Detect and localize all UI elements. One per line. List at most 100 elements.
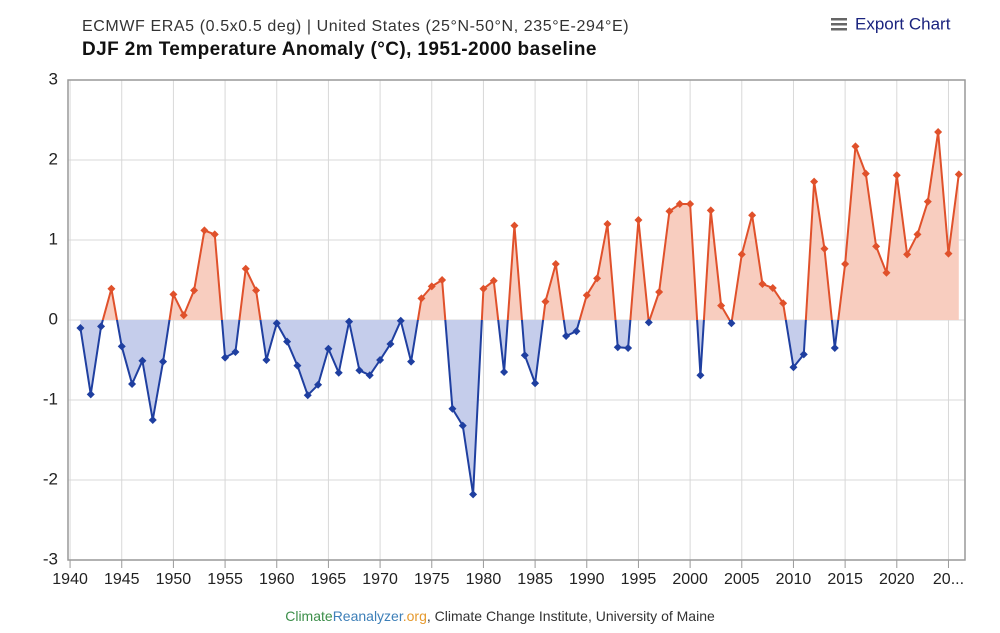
point (934, 128, 943, 136)
x-tick-label: 20... (933, 571, 964, 588)
point (159, 357, 168, 366)
point (737, 250, 746, 259)
x-tick-label: 1970 (362, 571, 398, 588)
point (717, 301, 726, 310)
point (624, 344, 633, 352)
point (706, 206, 715, 215)
point (231, 348, 240, 356)
export-button[interactable]: Export Chart (831, 14, 951, 33)
point (148, 416, 157, 424)
point (551, 260, 560, 268)
point (427, 282, 436, 291)
point (944, 249, 953, 258)
point (582, 291, 591, 300)
x-tick-label: 1945 (104, 571, 140, 588)
x-tick-label: 2015 (827, 571, 863, 588)
point (252, 286, 261, 295)
point (531, 379, 540, 388)
point (221, 353, 230, 362)
point (314, 380, 323, 389)
point (562, 332, 571, 340)
point (334, 368, 343, 377)
x-tick-label: 1960 (259, 571, 295, 588)
point (841, 260, 850, 268)
export-label[interactable]: Export Chart (855, 14, 951, 33)
point (541, 297, 550, 306)
x-tick-label: 2005 (724, 571, 760, 588)
point (241, 264, 250, 273)
x-tick-label: 2000 (672, 571, 708, 588)
point (634, 216, 643, 224)
area-negative (80, 320, 959, 495)
point (469, 490, 478, 499)
point (117, 342, 126, 351)
x-tick-label: 1940 (52, 571, 88, 588)
point (386, 340, 395, 348)
point (97, 322, 106, 331)
point (107, 284, 116, 293)
point (923, 197, 932, 206)
point (355, 366, 364, 375)
point (665, 207, 674, 216)
point (892, 171, 901, 180)
credit-part: Climate (285, 608, 333, 624)
point (345, 317, 354, 326)
point (179, 311, 188, 320)
point (86, 390, 95, 399)
area-positive (80, 132, 959, 320)
point (407, 357, 416, 366)
point (520, 351, 529, 360)
point (686, 200, 695, 208)
chart-subtitle: DJF 2m Temperature Anomaly (°C), 1951-20… (82, 39, 597, 60)
menu-icon (831, 23, 847, 26)
x-tick-label: 1980 (466, 571, 502, 588)
chart-title: ECMWF ERA5 (0.5x0.5 deg) | United States… (82, 18, 629, 35)
point (489, 276, 498, 285)
point (851, 142, 860, 151)
point (799, 350, 808, 359)
point (644, 318, 653, 327)
plot-border (67, 79, 966, 561)
credit-part: Reanalyzer (333, 608, 404, 624)
point (675, 200, 684, 208)
point (830, 344, 839, 352)
x-tick-label: 1985 (517, 571, 553, 588)
point (872, 242, 881, 251)
point (613, 343, 622, 352)
point (758, 280, 767, 288)
menu-icon (831, 28, 847, 31)
credit-part: , Climate Change Institute, University o… (427, 608, 715, 624)
point (272, 319, 281, 328)
line-positive (101, 131, 960, 320)
point (779, 299, 788, 308)
point (603, 220, 612, 228)
y-tick-label: 3 (49, 69, 58, 88)
point (510, 221, 519, 230)
point (128, 380, 137, 388)
x-tick-label: 1995 (621, 571, 657, 588)
y-tick-label: 2 (49, 149, 58, 168)
x-tick-label: 1955 (207, 571, 243, 588)
point (768, 284, 777, 292)
x-tick-label: 1990 (569, 571, 605, 588)
point (954, 170, 963, 179)
point (169, 290, 178, 299)
point (324, 344, 333, 353)
x-tick-label: 1950 (156, 571, 192, 588)
y-tick-label: -1 (43, 389, 58, 408)
point (458, 421, 467, 430)
point (190, 286, 199, 295)
y-tick-label: 0 (49, 309, 58, 328)
credit-part: .org (403, 608, 427, 624)
point (200, 226, 209, 235)
point (417, 294, 426, 303)
point (696, 371, 705, 380)
point (448, 404, 457, 413)
point (882, 268, 891, 277)
point (727, 319, 736, 328)
y-tick-label: -2 (43, 469, 58, 488)
point (76, 324, 85, 332)
point (913, 230, 922, 239)
